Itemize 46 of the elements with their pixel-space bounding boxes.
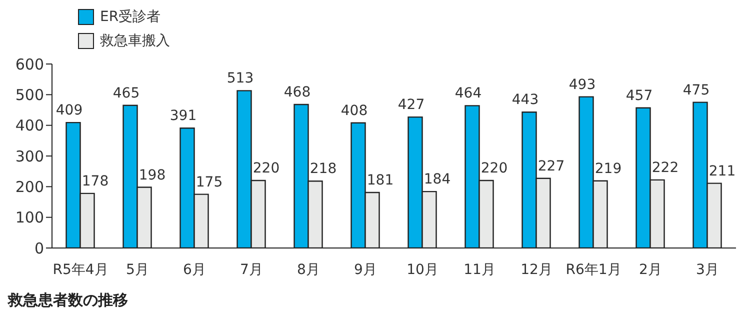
- data-label: 443: [512, 92, 539, 108]
- data-label: 218: [310, 161, 337, 178]
- data-label: 409: [56, 102, 83, 119]
- x-tick-label: 7月: [240, 262, 263, 278]
- data-label: 220: [480, 160, 508, 177]
- legend-label: ER受診者: [100, 8, 161, 26]
- x-tick-label: 11月: [464, 262, 496, 278]
- y-tick-label: 600: [15, 55, 44, 74]
- x-tick-label: 5月: [126, 262, 149, 278]
- data-label: 175: [196, 174, 223, 190]
- x-tick-label: 12月: [520, 262, 552, 278]
- y-tick-label: 500: [15, 86, 44, 104]
- data-label: 227: [538, 158, 565, 174]
- y-tick-label: 300: [15, 147, 44, 166]
- data-label: 391: [170, 108, 197, 124]
- data-label: 475: [682, 82, 710, 98]
- data-label: 493: [568, 76, 596, 93]
- y-tick-label: 0: [34, 239, 44, 258]
- x-tick-label: 2月: [639, 262, 662, 278]
- data-label: 219: [594, 160, 622, 177]
- data-label: 465: [112, 85, 140, 102]
- legend-label: 救急車搬入: [100, 32, 170, 50]
- x-tick-label: 8月: [297, 262, 320, 278]
- data-label: 184: [424, 172, 451, 188]
- x-tick-label: R5年4月: [52, 262, 108, 278]
- data-label: 181: [366, 172, 394, 188]
- data-label: 408: [340, 102, 368, 119]
- x-tick-label: 10月: [406, 262, 438, 278]
- text: 救急患者数の推移: [8, 291, 129, 310]
- data-label: 211: [708, 163, 736, 180]
- x-tick-label: 3月: [696, 262, 719, 278]
- data-label: 457: [626, 88, 653, 104]
- y-tick-label: 200: [15, 178, 44, 196]
- y-tick-label: 400: [15, 116, 44, 135]
- data-label: 513: [226, 70, 254, 87]
- x-tick-label: 6月: [183, 262, 206, 278]
- x-tick-label: R6年1月: [566, 262, 622, 278]
- data-label: 220: [252, 160, 280, 177]
- data-label: 198: [138, 167, 166, 184]
- data-label: 427: [398, 97, 425, 114]
- x-tick-label: 9月: [354, 262, 377, 278]
- y-tick-label: 100: [15, 208, 44, 227]
- data-label: 468: [284, 84, 311, 100]
- data-label: 464: [454, 86, 482, 102]
- data-label: 222: [652, 160, 679, 176]
- data-label: 178: [82, 173, 109, 190]
